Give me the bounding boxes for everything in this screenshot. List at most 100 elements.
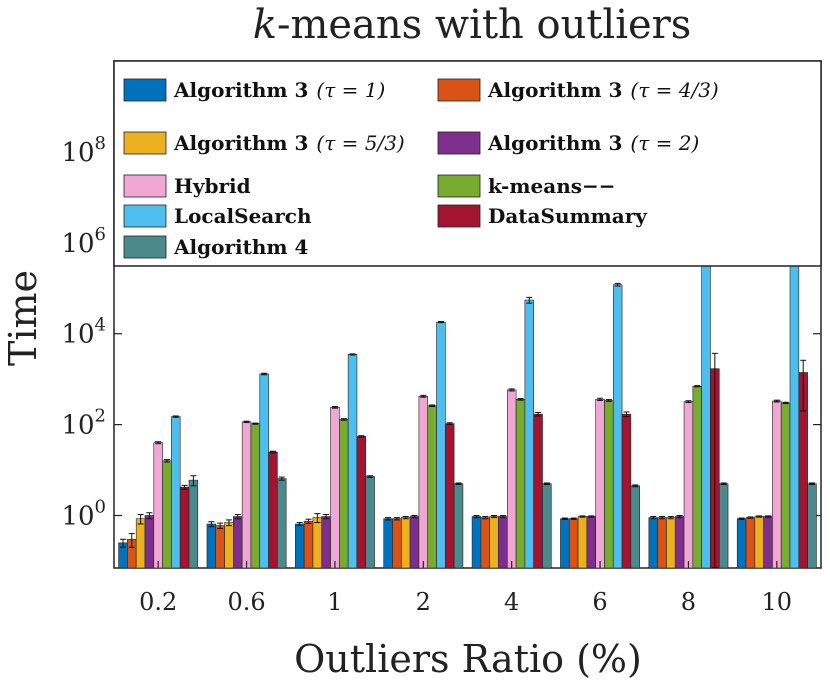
bar [763, 516, 773, 569]
bar [542, 483, 552, 569]
y-tick-exponent: 2 [95, 406, 106, 427]
bar-series [118, 253, 817, 569]
bar [745, 517, 756, 569]
bar [683, 401, 694, 569]
bar [674, 516, 685, 569]
legend-swatch [123, 131, 167, 155]
bar [595, 399, 605, 569]
bar [524, 299, 534, 569]
legend-name: LocalSearch [174, 204, 312, 228]
bar [577, 516, 588, 569]
bar [807, 483, 817, 569]
bar [321, 516, 331, 569]
legend-label: Algorithm 3 (τ = 5/3) [173, 131, 405, 155]
bar [586, 516, 596, 569]
x-tick-label: 8 [681, 588, 696, 616]
bar [736, 518, 747, 569]
bar [533, 413, 543, 569]
legend-swatch [437, 131, 481, 155]
legend-label: k-means−− [488, 174, 616, 198]
bar [409, 516, 420, 569]
y-tick-exponent: 6 [95, 224, 106, 245]
legend-label: Algorithm 3 (τ = 1) [173, 78, 385, 102]
legend-name: Algorithm 3 [487, 78, 622, 102]
legend-swatch [123, 174, 167, 198]
bar [498, 516, 508, 569]
y-tick-exponent: 0 [95, 497, 106, 518]
legend-label: LocalSearch [174, 204, 312, 228]
bar [233, 516, 243, 569]
bar [295, 523, 305, 569]
bar [453, 483, 464, 569]
legend-swatch [123, 204, 167, 228]
y-tick-exponent: 4 [95, 315, 106, 336]
x-tick-label: 1 [327, 588, 342, 616]
bar [135, 518, 146, 569]
bar [489, 516, 499, 569]
x-tick-label: 10 [762, 588, 793, 616]
y-tick-label: 108 [61, 133, 106, 168]
bar [754, 516, 764, 569]
y-tick-base: 10 [61, 320, 94, 350]
bar [206, 523, 217, 569]
bar [515, 399, 526, 569]
legend-suffix: (τ = 1) [316, 78, 385, 102]
legend-label: Algorithm 3 (τ = 2) [487, 131, 699, 155]
legend-suffix: (τ = 2) [630, 131, 699, 155]
y-tick-base: 10 [61, 411, 94, 441]
y-axis-label: Time [1, 270, 45, 366]
bar [612, 284, 623, 569]
bar [365, 476, 375, 569]
legend-swatch [437, 78, 481, 102]
y-tick-base: 10 [61, 229, 94, 259]
legend-name: Algorithm 3 [173, 131, 308, 155]
bar [392, 518, 402, 569]
bar [179, 486, 190, 569]
bar [666, 517, 676, 569]
bar [621, 413, 632, 569]
bar [630, 485, 640, 569]
bar [480, 517, 490, 569]
legend-swatch [123, 235, 167, 259]
x-tick-label: 0.6 [227, 588, 265, 616]
bar [215, 525, 225, 569]
legend-label: DataSummary [488, 204, 648, 228]
bar [171, 416, 181, 569]
bar [427, 405, 437, 569]
x-tick-label: 4 [504, 588, 519, 616]
y-tick-base: 10 [61, 138, 94, 168]
bar [789, 255, 800, 569]
bar [506, 389, 517, 569]
x-axis-label: Outliers Ratio (%) [294, 637, 642, 681]
chart-title-italic: k [253, 2, 277, 48]
legend-name: DataSummary [488, 204, 648, 228]
legend-label: Hybrid [174, 174, 251, 198]
y-tick-base: 10 [61, 502, 94, 532]
bar [383, 518, 393, 569]
bar [560, 518, 570, 569]
legend-name: Hybrid [174, 174, 251, 198]
legend-swatch [437, 174, 481, 198]
y-tick-label: 102 [61, 406, 106, 441]
bar [277, 478, 287, 569]
bar [188, 479, 199, 569]
bar [692, 385, 702, 569]
legend-swatch [437, 204, 481, 228]
bar [772, 400, 782, 569]
bar [436, 321, 446, 569]
y-tick-label: 104 [61, 315, 106, 350]
y-tick-label: 100 [61, 497, 106, 532]
legend-name: Algorithm 3 [173, 78, 308, 102]
bar [268, 451, 278, 569]
legend-suffix: (τ = 5/3) [316, 131, 404, 155]
bar [356, 436, 367, 569]
bar [224, 522, 234, 569]
x-tick-label: 0.2 [139, 588, 177, 616]
bar [330, 407, 340, 569]
x-ticks: 0.2 0.6 1 2 4 6 8 10 [139, 561, 792, 616]
bar [568, 518, 579, 569]
legend-name: Algorithm 3 [487, 131, 622, 155]
bar [648, 517, 658, 569]
